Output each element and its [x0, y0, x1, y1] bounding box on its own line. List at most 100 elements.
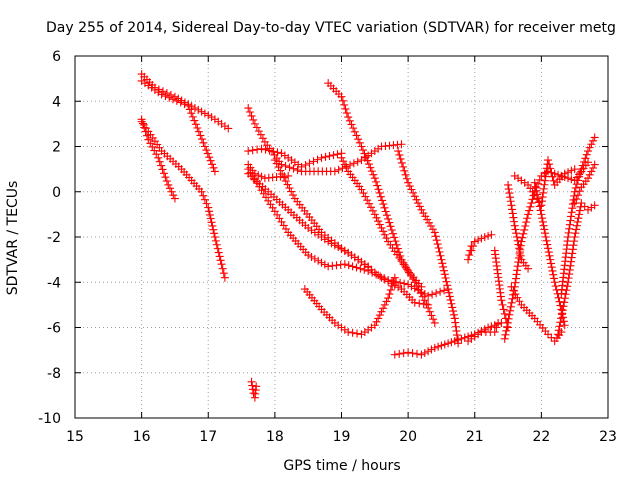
data-point: [374, 217, 383, 226]
data-point: [208, 221, 217, 230]
data-point: [337, 92, 346, 101]
data-point: [395, 150, 404, 159]
y-tick-label: 2: [52, 140, 61, 156]
data-point: [273, 148, 282, 157]
data-point: [216, 256, 225, 265]
data-point: [199, 138, 208, 147]
data-point: [257, 172, 266, 181]
series-track-p: [464, 318, 503, 346]
data-point: [415, 299, 424, 308]
data-point: [385, 290, 394, 299]
data-point: [212, 240, 221, 249]
series-track-f: [244, 144, 346, 171]
data-point: [269, 147, 278, 156]
data-point: [185, 105, 194, 114]
data-point: [417, 282, 426, 291]
data-point: [150, 146, 159, 155]
x-tick-labels: 15 16 17 18 19 20 21 22 23: [66, 429, 617, 445]
data-point: [277, 217, 286, 226]
data-point: [539, 184, 548, 193]
data-point: [320, 260, 329, 269]
data-point: [560, 298, 569, 307]
data-point: [541, 172, 550, 181]
y-tick-label: -10: [38, 411, 61, 427]
data-point: [313, 155, 322, 164]
data-point: [250, 119, 259, 128]
data-point: [204, 203, 213, 212]
data-point: [546, 259, 555, 268]
data-point: [580, 202, 589, 211]
data-point: [567, 212, 576, 221]
series-track-n: [394, 147, 463, 348]
data-point: [207, 218, 216, 227]
y-tick-label: 0: [52, 185, 61, 201]
data-point: [584, 174, 593, 183]
x-axis-label: GPS time / hours: [283, 458, 400, 474]
data-point: [297, 162, 306, 171]
data-point: [349, 124, 358, 133]
data-point: [440, 286, 449, 295]
data-point: [363, 196, 372, 205]
data-point: [575, 187, 584, 196]
data-point: [577, 165, 586, 174]
data-point: [381, 207, 390, 216]
data-point: [172, 96, 181, 105]
x-tick-label: 20: [399, 429, 417, 445]
data-point: [421, 212, 430, 221]
data-point: [504, 180, 513, 189]
y-axis-label: SDTVAR / TECUs: [5, 181, 21, 296]
data-point: [447, 299, 456, 308]
data-point: [423, 215, 432, 224]
data-point: [575, 210, 584, 219]
data-point: [444, 285, 453, 294]
data-point: [348, 262, 357, 271]
x-tick-label: 21: [466, 429, 484, 445]
data-point: [450, 337, 459, 346]
data-point: [199, 191, 208, 200]
data-point: [425, 307, 434, 316]
data-point: [484, 323, 493, 332]
data-point: [410, 192, 419, 201]
data-point: [420, 296, 429, 305]
data-point: [218, 264, 227, 273]
data-point: [321, 152, 330, 161]
data-point: [417, 350, 426, 359]
data-point: [379, 200, 388, 209]
data-point: [165, 93, 174, 102]
data-point: [538, 193, 547, 202]
data-point: [512, 229, 521, 238]
data-point: [435, 247, 444, 256]
data-point: [329, 151, 338, 160]
data-point: [510, 217, 519, 226]
data-point: [219, 269, 228, 278]
data-point: [304, 251, 313, 260]
data-point: [587, 167, 596, 176]
data-point: [249, 115, 258, 124]
data-point: [245, 107, 254, 116]
gridlines: [75, 56, 608, 418]
data-point: [581, 154, 590, 163]
data-point: [566, 216, 575, 225]
data-point: [424, 291, 433, 300]
data-point: [281, 224, 290, 233]
data-point: [374, 314, 383, 323]
data-point: [534, 194, 543, 203]
data-point: [466, 246, 475, 255]
data-point: [350, 127, 359, 136]
data-point: [215, 252, 224, 261]
data-point: [523, 214, 532, 223]
data-point: [246, 168, 255, 177]
data-point: [515, 244, 524, 253]
data-point: [349, 159, 358, 168]
data-point: [314, 256, 323, 265]
data-point: [344, 328, 353, 337]
data-point: [509, 286, 518, 295]
series-track-bb: [247, 377, 261, 402]
data-point: [562, 286, 571, 295]
data-point: [397, 158, 406, 167]
data-point: [202, 199, 211, 208]
data-point: [385, 218, 394, 227]
data-point: [565, 220, 574, 229]
series-track-t: [500, 158, 593, 343]
data-point: [564, 278, 573, 287]
